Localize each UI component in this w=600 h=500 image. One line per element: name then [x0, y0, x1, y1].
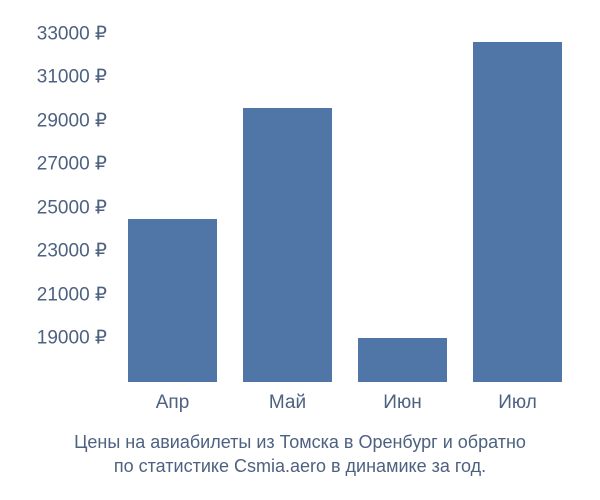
- x-tick-label: Июн: [383, 382, 421, 414]
- y-tick-label: 31000 ₽: [37, 66, 115, 89]
- y-tick-label: 29000 ₽: [37, 109, 115, 132]
- bar: [243, 108, 332, 382]
- caption-line-2: по статистике Csmia.aero в динамике за г…: [0, 454, 600, 478]
- y-tick-label: 21000 ₽: [37, 283, 115, 306]
- chart-caption: Цены на авиабилеты из Томска в Оренбург …: [0, 430, 600, 478]
- caption-line-1: Цены на авиабилеты из Томска в Оренбург …: [0, 430, 600, 454]
- x-tick-label: Июл: [498, 382, 537, 414]
- y-tick-label: 25000 ₽: [37, 196, 115, 219]
- y-tick-label: 19000 ₽: [37, 327, 115, 350]
- plot-area: 19000 ₽21000 ₽23000 ₽25000 ₽27000 ₽29000…: [115, 12, 575, 382]
- bar: [128, 219, 217, 382]
- y-tick-label: 23000 ₽: [37, 240, 115, 263]
- bar: [358, 338, 447, 382]
- y-tick-label: 27000 ₽: [37, 153, 115, 176]
- bar: [473, 42, 562, 382]
- x-tick-label: Май: [269, 382, 306, 414]
- price-chart: 19000 ₽ 21000 ₽ 23000 ₽ 25000 ₽ 27000 ₽ 29000…: [0, 0, 600, 500]
- y-tick-label: 33000 ₽: [37, 22, 115, 45]
- x-tick-label: Апр: [156, 382, 190, 414]
